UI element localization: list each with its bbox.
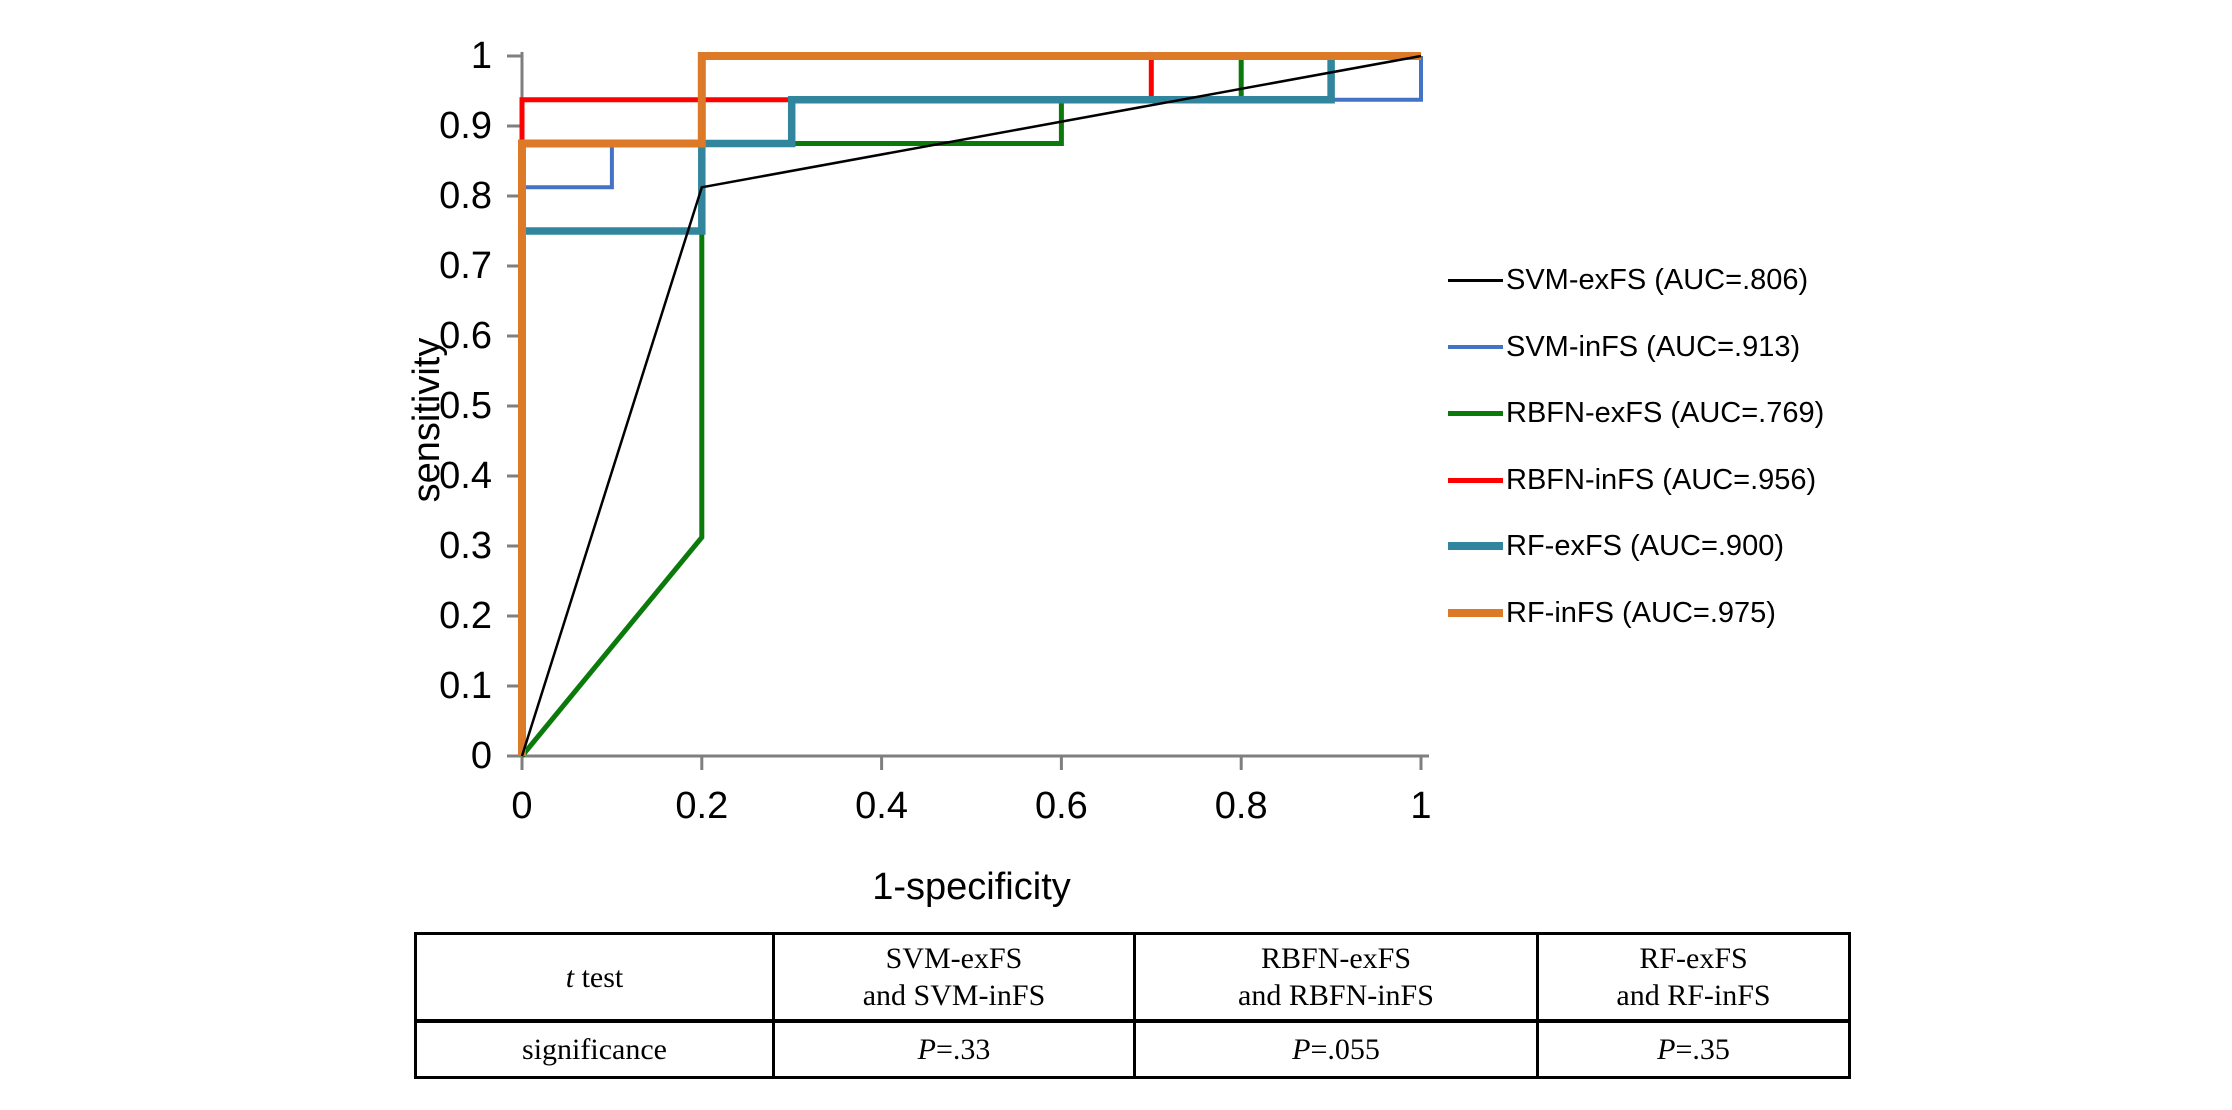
legend-label-RF-inFS: RF-inFS (AUC=.975) <box>1506 596 1776 629</box>
table-significance-row: significance P=.33 P=.055 P=.35 <box>414 1019 1851 1079</box>
significance-table: t test SVM-exFS and SVM-inFS RBFN-exFS and R… <box>414 932 1851 1079</box>
table-cell-r1-c0: significance <box>414 1019 775 1079</box>
legend-line-swatch-RBFN-inFS <box>1448 477 1503 483</box>
x-tick-label-0.2: 0.2 <box>675 785 729 827</box>
y-tick-label-0.2: 0.2 <box>439 595 492 637</box>
legend-line-swatch-RF-exFS <box>1448 542 1503 550</box>
x-tick-label-0.4: 0.4 <box>855 785 908 827</box>
legend-item-RBFN-inFS: RBFN-inFS (AUC=.956) <box>1448 460 1816 500</box>
x-axis-title: 1-specificity <box>872 866 1071 908</box>
y-tick-label-0.5: 0.5 <box>439 385 492 427</box>
legend-item-SVM-inFS: SVM-inFS (AUC=.913) <box>1448 327 1800 367</box>
legend-item-RBFN-exFS: RBFN-exFS (AUC=.769) <box>1448 393 1824 433</box>
legend-label-SVM-inFS: SVM-inFS (AUC=.913) <box>1506 330 1801 363</box>
roc-curve-SVM-exFS <box>520 54 1422 757</box>
legend-line-swatch-RF-inFS <box>1448 609 1503 617</box>
legend-line-swatch-RBFN-exFS <box>1448 410 1503 416</box>
y-tick-label-0.4: 0.4 <box>439 455 492 497</box>
y-axis-title: sensitivity <box>406 337 448 503</box>
legend-label-RF-exFS: RF-exFS (AUC=.900) <box>1506 529 1784 562</box>
table-cell-r0-c3: RF-exFS and RF-inFS <box>1536 932 1851 1023</box>
y-tick-label-0.1: 0.1 <box>439 665 492 707</box>
y-tick-label-0.8: 0.8 <box>439 175 492 217</box>
table-cell-r0-c0: t test <box>414 932 775 1023</box>
x-tick-label-1: 1 <box>1410 785 1432 827</box>
table-cell-r1-c1: P=.33 <box>772 1019 1136 1079</box>
legend-line-swatch-SVM-exFS <box>1448 278 1503 282</box>
y-tick-label-0.6: 0.6 <box>439 315 492 357</box>
legend-label-RBFN-inFS: RBFN-inFS (AUC=.956) <box>1506 463 1817 496</box>
y-tick-label-1: 1 <box>470 35 492 77</box>
roc-curve-SVM-inFS <box>520 56 1423 756</box>
y-tick-label-0.9: 0.9 <box>439 105 492 147</box>
legend-item-SVM-exFS: SVM-exFS (AUC=.806) <box>1448 260 1808 300</box>
legend-label-SVM-exFS: SVM-exFS (AUC=.806) <box>1506 263 1809 296</box>
x-tick-label-0.8: 0.8 <box>1214 785 1268 827</box>
table-cell-r0-c2: RBFN-exFS and RBFN-inFS <box>1133 932 1539 1023</box>
legend-item-RF-exFS: RF-exFS (AUC=.900) <box>1448 526 1784 566</box>
table-cell-r1-c3: P=.35 <box>1536 1019 1851 1079</box>
roc-curve-RBFN-exFS <box>520 53 1421 758</box>
x-tick-label-0: 0 <box>511 785 533 827</box>
y-tick-label-0.3: 0.3 <box>439 525 492 567</box>
table-header-row: t test SVM-exFS and SVM-inFS RBFN-exFS and R… <box>414 932 1851 1023</box>
y-tick-label-0.7: 0.7 <box>439 245 492 287</box>
roc-curve-RF-exFS <box>518 52 1421 756</box>
legend-line-swatch-SVM-inFS <box>1448 345 1503 349</box>
roc-curve-RBFN-inFS <box>519 53 1421 756</box>
roc-curve-RF-inFS <box>518 52 1421 756</box>
table-cell-r1-c2: P=.055 <box>1133 1019 1539 1079</box>
x-tick-label-0.6: 0.6 <box>1034 785 1088 827</box>
table-cell-r0-c1: SVM-exFS and SVM-inFS <box>772 932 1136 1023</box>
legend-item-RF-inFS: RF-inFS (AUC=.975) <box>1448 593 1776 633</box>
legend-label-RBFN-exFS: RBFN-exFS (AUC=.769) <box>1506 396 1825 429</box>
y-tick-label-0: 0 <box>470 735 492 777</box>
